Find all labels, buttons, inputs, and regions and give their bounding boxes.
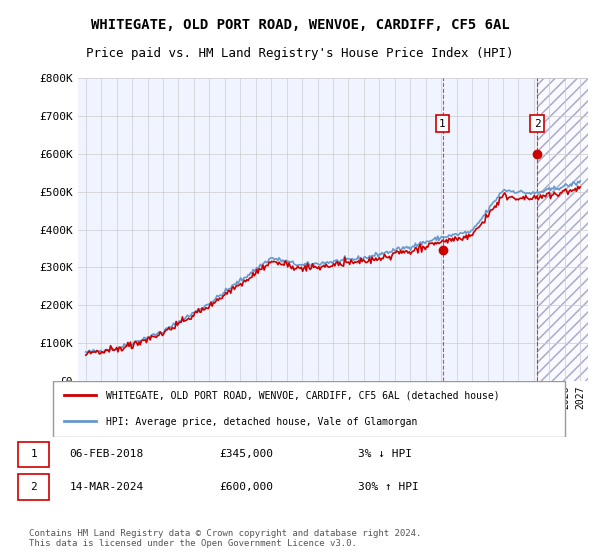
Text: 06-FEB-2018: 06-FEB-2018 — [70, 449, 144, 459]
Text: £600,000: £600,000 — [220, 482, 274, 492]
Text: 3% ↓ HPI: 3% ↓ HPI — [358, 449, 412, 459]
Text: 1: 1 — [439, 119, 446, 129]
Text: £345,000: £345,000 — [220, 449, 274, 459]
Text: Price paid vs. HM Land Registry's House Price Index (HPI): Price paid vs. HM Land Registry's House … — [86, 48, 514, 60]
Text: WHITEGATE, OLD PORT ROAD, WENVOE, CARDIFF, CF5 6AL: WHITEGATE, OLD PORT ROAD, WENVOE, CARDIF… — [91, 18, 509, 32]
Text: 2: 2 — [533, 119, 541, 129]
Bar — [537, 78, 588, 381]
FancyBboxPatch shape — [18, 441, 49, 466]
Bar — [537, 78, 588, 381]
Text: 14-MAR-2024: 14-MAR-2024 — [70, 482, 144, 492]
FancyBboxPatch shape — [53, 381, 565, 437]
Text: 30% ↑ HPI: 30% ↑ HPI — [358, 482, 418, 492]
Text: 2: 2 — [31, 482, 37, 492]
Text: HPI: Average price, detached house, Vale of Glamorgan: HPI: Average price, detached house, Vale… — [106, 417, 418, 427]
Text: 1: 1 — [31, 449, 37, 459]
Text: Contains HM Land Registry data © Crown copyright and database right 2024.
This d: Contains HM Land Registry data © Crown c… — [29, 529, 422, 548]
Text: WHITEGATE, OLD PORT ROAD, WENVOE, CARDIFF, CF5 6AL (detached house): WHITEGATE, OLD PORT ROAD, WENVOE, CARDIF… — [106, 391, 500, 401]
FancyBboxPatch shape — [18, 474, 49, 500]
